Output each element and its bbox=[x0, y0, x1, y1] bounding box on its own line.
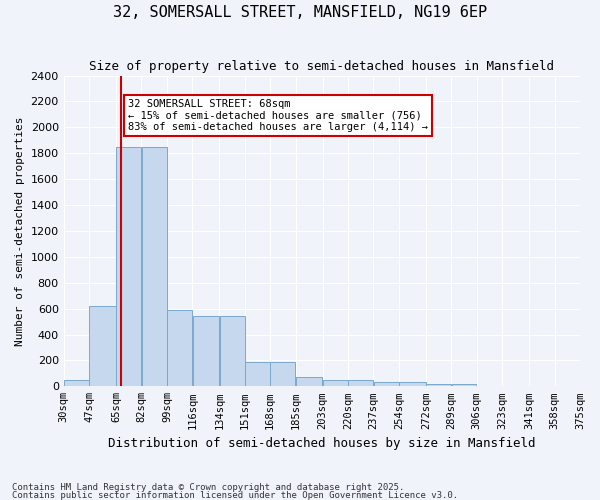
Title: Size of property relative to semi-detached houses in Mansfield: Size of property relative to semi-detach… bbox=[89, 60, 554, 73]
Bar bbox=[271, 362, 295, 386]
Y-axis label: Number of semi-detached properties: Number of semi-detached properties bbox=[15, 116, 25, 346]
Bar bbox=[426, 384, 451, 386]
Bar bbox=[452, 384, 476, 386]
Text: Contains HM Land Registry data © Crown copyright and database right 2025.: Contains HM Land Registry data © Crown c… bbox=[12, 483, 404, 492]
Bar bbox=[89, 306, 116, 386]
X-axis label: Distribution of semi-detached houses by size in Mansfield: Distribution of semi-detached houses by … bbox=[108, 437, 536, 450]
Bar bbox=[296, 376, 322, 386]
Bar bbox=[116, 147, 141, 386]
Bar bbox=[374, 382, 398, 386]
Text: Contains public sector information licensed under the Open Government Licence v3: Contains public sector information licen… bbox=[12, 490, 458, 500]
Text: 32, SOMERSALL STREET, MANSFIELD, NG19 6EP: 32, SOMERSALL STREET, MANSFIELD, NG19 6E… bbox=[113, 5, 487, 20]
Bar bbox=[399, 382, 425, 386]
Bar bbox=[323, 380, 348, 386]
Bar bbox=[64, 380, 89, 386]
Bar bbox=[142, 147, 167, 386]
Text: 32 SOMERSALL STREET: 68sqm
← 15% of semi-detached houses are smaller (756)
83% o: 32 SOMERSALL STREET: 68sqm ← 15% of semi… bbox=[128, 99, 428, 132]
Bar bbox=[245, 362, 270, 386]
Bar bbox=[167, 310, 192, 386]
Bar bbox=[220, 316, 245, 386]
Bar bbox=[193, 316, 219, 386]
Bar bbox=[348, 380, 373, 386]
